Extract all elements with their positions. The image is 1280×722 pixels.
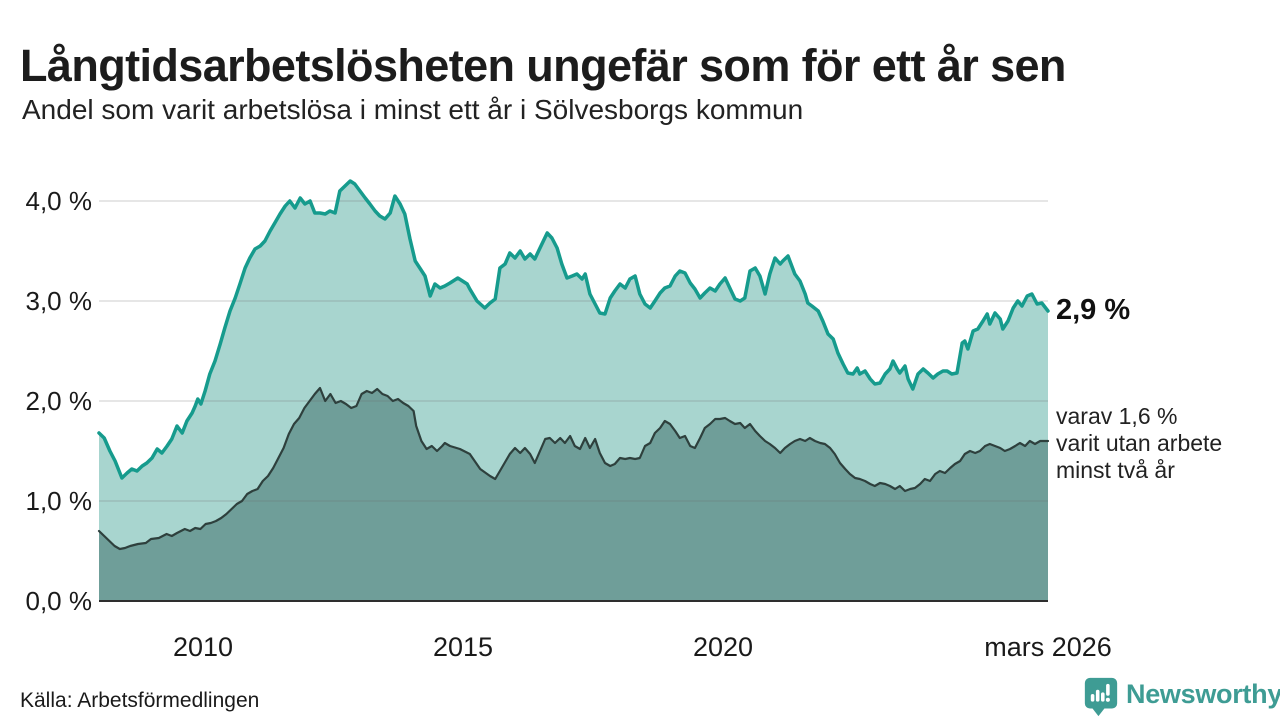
source-attribution: Källa: Arbetsförmedlingen xyxy=(20,689,260,712)
chart-title: Långtidsarbetslösheten ungefär som för e… xyxy=(20,40,1066,92)
x-tick-label: 2010 xyxy=(172,632,234,662)
x-tick-label: mars 2026 xyxy=(984,632,1112,662)
y-tick-label: 4,0 % xyxy=(25,186,93,216)
x-tick-label: 2020 xyxy=(692,632,754,662)
newsworthy-logo[interactable]: Newsworthy xyxy=(1084,677,1280,722)
series-line-0 xyxy=(97,179,1050,480)
y-tick-label: 0,0 % xyxy=(25,586,93,616)
y-tick-label: 1,0 % xyxy=(25,486,93,516)
chart-subtitle: Andel som varit arbetslösa i minst ett å… xyxy=(22,94,804,125)
end-value-label-total: 2,9 % xyxy=(1056,294,1131,326)
y-tick-label: 2,0 % xyxy=(25,386,93,416)
newsworthy-bubble-chart-icon xyxy=(1084,677,1118,722)
y-tick-label: 3,0 % xyxy=(25,286,93,316)
end-value-label-two-years: varav 1,6 % varit utan arbete minst två … xyxy=(1056,403,1223,483)
newsworthy-logo-text: Newsworthy xyxy=(1126,679,1280,709)
area-fill-1 xyxy=(99,388,1048,601)
series-line-1 xyxy=(97,386,1050,551)
x-tick-label: 2015 xyxy=(432,632,494,662)
